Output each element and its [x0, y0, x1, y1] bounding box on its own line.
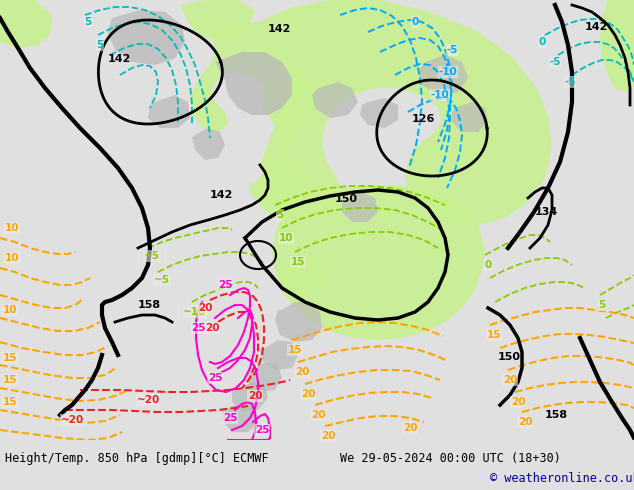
Text: 10: 10 — [3, 305, 17, 315]
Polygon shape — [452, 102, 488, 132]
Text: 25: 25 — [191, 323, 205, 333]
Text: ~10: ~10 — [183, 307, 207, 317]
Text: Height/Temp. 850 hPa [gdmp][°C] ECMWF: Height/Temp. 850 hPa [gdmp][°C] ECMWF — [5, 451, 269, 465]
Text: 126: 126 — [412, 114, 436, 124]
Text: © weatheronline.co.uk: © weatheronline.co.uk — [490, 471, 634, 485]
Polygon shape — [275, 302, 322, 342]
Text: 15: 15 — [288, 345, 302, 355]
Text: 0: 0 — [538, 37, 546, 47]
Text: 142: 142 — [210, 190, 233, 200]
Text: ~20: ~20 — [136, 395, 160, 405]
Text: 20: 20 — [403, 423, 417, 433]
Text: 25: 25 — [208, 373, 223, 383]
Text: 150: 150 — [335, 194, 358, 204]
Text: -5: -5 — [564, 77, 576, 87]
Text: 20: 20 — [321, 431, 335, 441]
Text: 20: 20 — [311, 410, 325, 420]
Text: -10: -10 — [439, 67, 457, 77]
Text: ~20: ~20 — [60, 415, 84, 425]
Text: 25: 25 — [217, 280, 232, 290]
Text: 5: 5 — [84, 17, 92, 27]
Text: 158: 158 — [545, 410, 568, 420]
Polygon shape — [342, 192, 378, 222]
Text: ~5: ~5 — [154, 275, 170, 285]
Text: -5: -5 — [549, 57, 560, 67]
Text: -10: -10 — [430, 90, 450, 100]
Polygon shape — [192, 128, 225, 160]
Polygon shape — [418, 55, 468, 95]
Text: 10: 10 — [4, 223, 19, 233]
Polygon shape — [0, 0, 52, 48]
Text: 20: 20 — [301, 389, 315, 399]
Text: 20: 20 — [198, 303, 212, 313]
Text: 0: 0 — [484, 260, 491, 270]
Text: 20: 20 — [518, 417, 533, 427]
Text: ~5: ~5 — [144, 251, 160, 261]
Polygon shape — [190, 0, 552, 225]
Text: 15: 15 — [291, 257, 305, 267]
Text: 0: 0 — [411, 17, 418, 27]
Text: 25: 25 — [255, 425, 269, 435]
Text: 20: 20 — [511, 397, 525, 407]
Text: 15: 15 — [487, 330, 501, 340]
Text: 150: 150 — [498, 352, 521, 362]
Polygon shape — [272, 185, 485, 340]
Polygon shape — [232, 382, 268, 412]
Text: 142: 142 — [585, 22, 609, 32]
Text: 142: 142 — [108, 54, 131, 64]
Polygon shape — [248, 68, 322, 222]
Text: 5: 5 — [96, 40, 103, 50]
Text: -5: -5 — [446, 45, 458, 55]
Polygon shape — [222, 402, 258, 432]
Polygon shape — [312, 82, 358, 118]
Text: 134: 134 — [535, 207, 559, 217]
Text: 142: 142 — [268, 24, 292, 34]
Text: 15: 15 — [3, 375, 17, 385]
Polygon shape — [148, 95, 190, 128]
Text: 10: 10 — [4, 253, 19, 263]
Text: 20: 20 — [295, 367, 309, 377]
Text: 25: 25 — [223, 413, 237, 423]
Text: 158: 158 — [138, 300, 161, 310]
Polygon shape — [360, 98, 398, 128]
Text: 10: 10 — [279, 233, 294, 243]
Text: We 29-05-2024 00:00 UTC (18+30): We 29-05-2024 00:00 UTC (18+30) — [340, 451, 561, 465]
Text: 20: 20 — [248, 391, 262, 401]
Polygon shape — [260, 340, 298, 370]
Polygon shape — [215, 52, 292, 115]
Text: 15: 15 — [3, 397, 17, 407]
Text: 20: 20 — [205, 323, 219, 333]
Polygon shape — [108, 10, 185, 65]
Polygon shape — [278, 255, 330, 298]
Text: 20: 20 — [503, 375, 517, 385]
Text: 5: 5 — [276, 210, 283, 220]
Text: 5: 5 — [598, 300, 605, 310]
Polygon shape — [180, 0, 255, 40]
Polygon shape — [248, 362, 282, 392]
Polygon shape — [600, 0, 634, 92]
Text: 15: 15 — [3, 353, 17, 363]
